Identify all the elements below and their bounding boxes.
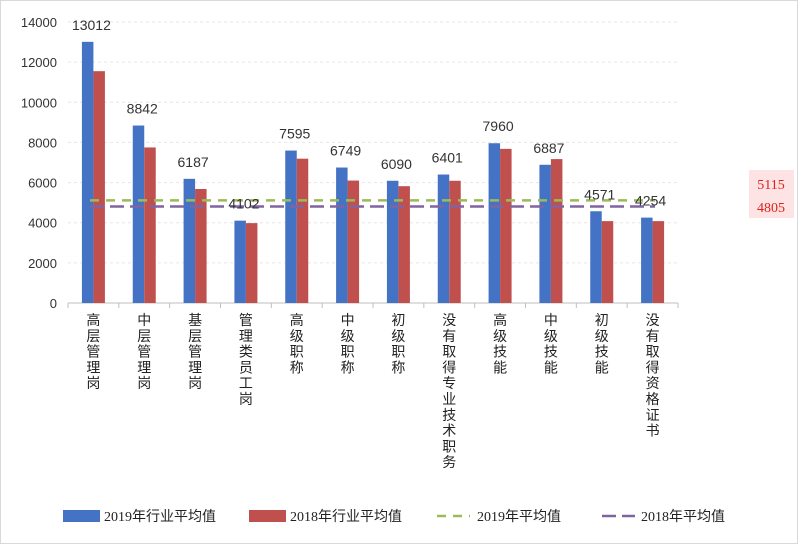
bar-2018: [245, 223, 258, 303]
data-label: 4102: [228, 196, 259, 212]
bar-2018: [449, 180, 461, 303]
y-tick-label: 2000: [28, 256, 57, 271]
bar-2019: [590, 211, 602, 303]
bar-2018: [296, 158, 309, 303]
category-label: 管理类员工岗: [239, 313, 253, 408]
bar-2018: [652, 221, 665, 303]
y-tick-label: 14000: [21, 15, 57, 30]
category-label: 中级技能: [544, 313, 558, 376]
y-tick-label: 4000: [28, 216, 57, 231]
data-label: 4254: [635, 193, 666, 209]
legend-label-avg-2018: 2018年平均值: [641, 509, 725, 525]
gridlines: [68, 21, 678, 264]
legend: 2019年行业平均值 2018年行业平均值 2019年平均值 2018年平均值: [63, 509, 725, 525]
bar-2019: [386, 180, 399, 303]
bar-2018: [601, 221, 614, 303]
bar-2019: [641, 217, 653, 303]
bar-2019: [285, 150, 297, 303]
data-label: 6749: [330, 143, 361, 159]
bar-2019: [132, 125, 145, 303]
data-label: 8842: [127, 101, 158, 117]
legend-swatch-2018: [249, 510, 286, 522]
data-label: 4571: [584, 186, 615, 202]
category-label: 初级技能: [595, 312, 609, 376]
bars: [81, 41, 665, 304]
data-labels: 13012 8842 6187 4102 7595 6749 6090 6401 7960 688…: [72, 17, 666, 212]
category-labels: 高层管理岗 中层管理岗 基层管理岗 管理类员工岗 高级职称 中级职称 初级职称 没有取得专业技…: [86, 312, 659, 471]
category-label: 初级职称: [391, 312, 405, 376]
data-label: 7595: [279, 126, 310, 142]
bar-2018: [93, 71, 105, 303]
data-label: 6401: [432, 150, 463, 166]
bar-2019: [81, 41, 94, 304]
category-label: 高级职称: [290, 312, 304, 376]
data-label: 6187: [178, 154, 209, 170]
reference-label-box: [749, 170, 794, 218]
legend-label-2019: 2019年行业平均值: [104, 509, 216, 525]
category-label: 高层管理岗: [86, 312, 100, 392]
y-tick-label: 8000: [28, 135, 57, 150]
data-label: 13012: [72, 17, 111, 33]
bar-2019: [437, 174, 450, 303]
bar-2018: [550, 159, 563, 303]
category-label: 没有取得资格证书: [646, 313, 660, 440]
axes: 0 2000 4000 6000 8000 10000 12000 14000: [21, 15, 679, 311]
bar-2019: [488, 143, 501, 303]
reference-label-2018: 4805: [757, 201, 785, 216]
y-tick-label: 6000: [28, 176, 57, 191]
legend-label-2018: 2018年行业平均值: [290, 509, 402, 525]
bar-2019: [183, 178, 196, 303]
legend-swatch-2019: [63, 510, 100, 522]
data-label: 6090: [381, 156, 412, 172]
data-label: 6887: [533, 140, 564, 156]
category-label: 没有取得专业技术职务: [442, 313, 456, 471]
category-label: 基层管理岗: [188, 312, 202, 392]
bar-2019: [539, 164, 551, 303]
reference-value-labels: 5115 4805: [749, 170, 794, 218]
bar-2018: [195, 188, 207, 303]
bar-2019: [234, 220, 246, 303]
bar-2018: [398, 186, 410, 303]
bar-2018: [144, 147, 156, 303]
y-tick-label: 12000: [21, 55, 57, 70]
category-label: 中级职称: [341, 313, 355, 376]
bar-2018: [500, 148, 512, 303]
reference-label-2019: 5115: [757, 178, 784, 193]
legend-label-avg-2019: 2019年平均值: [477, 509, 561, 525]
category-label: 高级技能: [493, 312, 507, 376]
category-label: 中层管理岗: [137, 313, 151, 392]
bar-2018: [347, 180, 360, 303]
data-label: 7960: [483, 118, 514, 134]
y-tick-label: 10000: [21, 95, 57, 110]
bar-2019: [336, 167, 348, 303]
y-tick-label: 0: [50, 296, 57, 311]
